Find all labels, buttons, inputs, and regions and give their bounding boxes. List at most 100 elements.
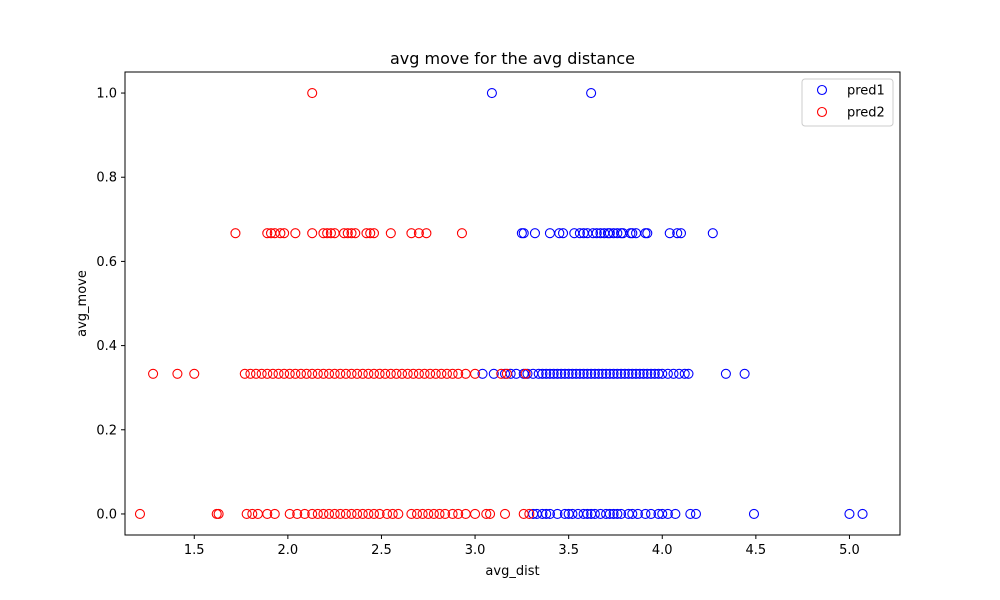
data-point-pred2 — [385, 368, 396, 379]
data-point-pred1 — [544, 368, 555, 379]
y-tick-label: 0.8 — [96, 171, 117, 186]
data-point-pred2 — [301, 368, 312, 379]
data-point-pred1 — [645, 368, 657, 379]
data-point-pred1 — [649, 368, 660, 379]
data-point-pred1 — [544, 508, 555, 520]
data-point-pred1 — [670, 508, 681, 520]
x-tick-label: 3.5 — [558, 543, 579, 558]
data-point-pred1 — [627, 368, 638, 379]
data-point-pred1 — [642, 368, 653, 379]
data-point-pred1 — [533, 368, 544, 379]
data-point-pred2 — [230, 228, 241, 239]
data-point-pred1 — [612, 368, 623, 379]
data-point-pred1 — [586, 87, 597, 99]
y-tick-label: 0.2 — [96, 423, 117, 438]
data-point-pred1 — [679, 368, 690, 379]
data-point-pred2 — [245, 368, 256, 379]
data-point-pred1 — [582, 368, 593, 379]
data-point-pred2 — [279, 368, 290, 379]
data-point-pred2 — [312, 368, 323, 379]
data-point-pred1 — [627, 508, 638, 520]
data-point-pred2 — [453, 368, 464, 379]
data-point-pred2 — [456, 228, 468, 239]
data-point-pred2 — [134, 508, 146, 520]
data-point-pred1 — [604, 508, 615, 520]
legend-box — [801, 78, 894, 127]
data-point-pred1 — [707, 228, 718, 239]
data-point-pred1 — [857, 508, 868, 520]
data-point-pred1 — [642, 228, 653, 239]
data-point-pred2 — [484, 508, 496, 520]
data-point-pred1 — [664, 228, 675, 239]
data-point-pred1 — [748, 508, 760, 520]
data-point-pred1 — [601, 508, 612, 520]
data-point-pred2 — [423, 508, 434, 520]
data-point-pred1 — [601, 368, 612, 379]
data-point-pred2 — [425, 368, 436, 379]
data-point-pred1 — [552, 508, 563, 520]
data-point-pred2 — [323, 508, 335, 520]
data-point-pred1 — [552, 368, 563, 379]
y-tick-label: 0.6 — [96, 255, 117, 270]
data-point-pred2 — [335, 508, 346, 520]
data-point-pred1 — [690, 508, 702, 520]
legend-marker-pred1 — [816, 84, 828, 96]
data-point-pred2 — [273, 368, 284, 379]
data-point-pred2 — [323, 368, 335, 379]
data-point-pred1 — [645, 508, 657, 520]
data-point-pred2 — [387, 508, 398, 520]
data-point-pred2 — [391, 368, 402, 379]
data-point-pred1 — [578, 508, 589, 520]
data-point-pred2 — [346, 508, 357, 520]
data-point-pred2 — [299, 508, 310, 520]
data-point-pred2 — [329, 508, 340, 520]
data-point-pred1 — [563, 368, 574, 379]
data-point-pred2 — [275, 228, 286, 239]
data-point-pred2 — [148, 368, 159, 379]
data-point-pred2 — [346, 228, 357, 239]
data-point-pred2 — [441, 368, 453, 379]
data-point-pred2 — [447, 508, 458, 520]
data-point-pred2 — [520, 368, 531, 379]
legend-label-pred2: pred2 — [847, 106, 885, 121]
data-point-pred1 — [608, 508, 619, 520]
data-point-pred2 — [262, 228, 273, 239]
data-point-pred2 — [340, 508, 351, 520]
data-point-pred2 — [172, 368, 183, 379]
data-point-pred2 — [434, 508, 445, 520]
data-point-pred2 — [318, 508, 329, 520]
data-point-pred1 — [634, 368, 645, 379]
data-point-pred2 — [307, 368, 318, 379]
data-point-pred2 — [290, 368, 301, 379]
data-point-pred2 — [312, 508, 323, 520]
data-point-pred1 — [586, 368, 597, 379]
data-point-pred1 — [548, 368, 559, 379]
data-point-pred2 — [470, 508, 481, 520]
data-point-pred2 — [325, 228, 336, 239]
data-point-pred2 — [340, 368, 351, 379]
data-point-pred1 — [486, 87, 497, 99]
data-point-pred2 — [368, 228, 380, 239]
data-point-pred2 — [374, 368, 385, 379]
data-point-pred2 — [361, 228, 372, 239]
y-tick-label: 1.0 — [96, 87, 117, 102]
x-tick-label: 3.0 — [465, 543, 486, 558]
data-point-pred2 — [368, 368, 380, 379]
data-point-pred2 — [518, 508, 529, 520]
data-point-pred1 — [559, 508, 570, 520]
data-point-pred2 — [363, 368, 374, 379]
data-point-pred2 — [419, 368, 430, 379]
data-point-pred2 — [284, 508, 295, 520]
data-point-pred1 — [578, 368, 589, 379]
data-point-pred1 — [619, 368, 630, 379]
data-point-pred2 — [295, 368, 307, 379]
data-point-pred2 — [453, 508, 464, 520]
data-point-pred1 — [608, 368, 619, 379]
y-tick-label: 0.4 — [96, 339, 117, 354]
data-point-pred2 — [421, 228, 432, 239]
data-point-pred2 — [413, 228, 424, 239]
data-point-pred1 — [537, 508, 548, 520]
legend-label-pred1: pred1 — [847, 84, 885, 99]
data-point-pred2 — [241, 508, 252, 520]
data-point-pred2 — [307, 508, 318, 520]
